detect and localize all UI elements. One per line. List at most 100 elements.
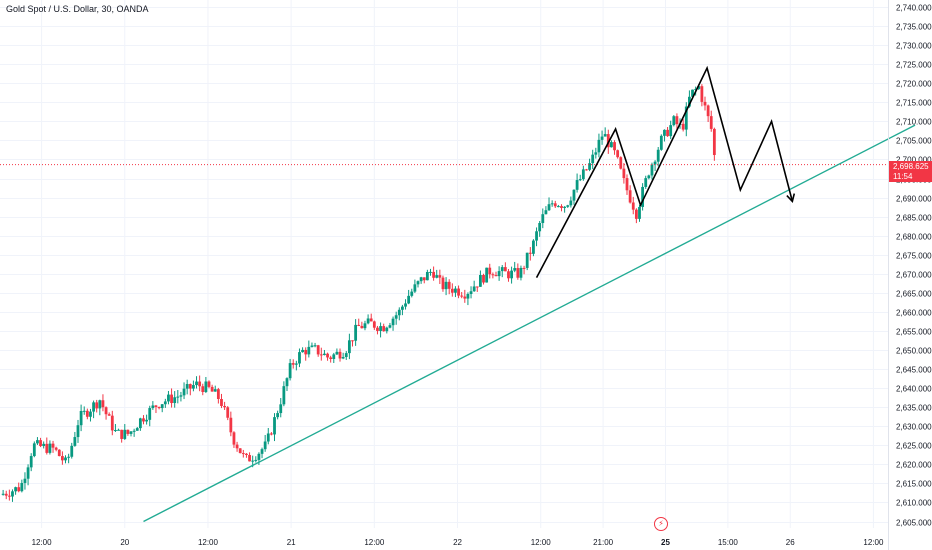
candle-body: [391, 318, 395, 326]
candle-body: [357, 324, 361, 326]
candle-body: [341, 357, 345, 359]
candles: [1, 84, 716, 502]
candle-body: [67, 456, 71, 458]
candle-body: [366, 318, 370, 324]
time-tick-label: 21:00: [593, 538, 614, 547]
candle-body: [335, 351, 339, 355]
candle-body: [254, 459, 258, 461]
candle-body: [285, 378, 289, 387]
candle-body: [369, 318, 373, 322]
price-tick-label: 2,640.000: [896, 385, 932, 394]
candle-body: [528, 252, 532, 254]
candle-body: [706, 105, 710, 117]
candle-body: [304, 349, 308, 355]
candle-body: [407, 295, 411, 304]
candle-body: [257, 453, 261, 460]
candle-body: [684, 106, 688, 130]
candle-body: [547, 204, 551, 211]
candle-body: [188, 384, 192, 389]
price-tick-label: 2,605.000: [896, 519, 932, 528]
candle-body: [401, 306, 404, 310]
candle-body: [4, 493, 8, 496]
candle-body: [329, 357, 333, 360]
candle-body: [7, 495, 11, 497]
candle-body: [332, 354, 336, 360]
candle-body: [235, 444, 239, 449]
candle-body: [313, 345, 317, 347]
candle-body: [89, 411, 92, 417]
candle-body: [26, 467, 30, 479]
arrow-head: [786, 193, 796, 203]
candle-body: [245, 453, 248, 456]
candle-body: [98, 400, 102, 409]
candle-body: [142, 418, 145, 422]
candle-body: [307, 346, 311, 355]
candle-body: [447, 281, 451, 289]
candle-body: [688, 96, 691, 107]
lightning-icon[interactable]: ⚡: [654, 517, 668, 531]
candle-body: [435, 275, 439, 278]
candle-body: [251, 460, 255, 462]
price-axis[interactable]: 2,605.000 2,610.000 2,615.000 2,620.000 2,62…: [896, 4, 932, 528]
candle-body: [73, 437, 77, 446]
candle-body: [410, 291, 414, 296]
candle-body: [170, 394, 173, 404]
candle-body: [475, 286, 479, 288]
price-tick-label: 2,730.000: [896, 42, 932, 51]
candle-body: [691, 89, 694, 97]
candle-body: [603, 134, 607, 137]
drawings[interactable]: [143, 65, 916, 523]
price-tick-label: 2,705.000: [896, 137, 932, 146]
time-axis[interactable]: 12:00 20 12:00 21 12:00 22 12:00 21:00 25 15:00 26…: [32, 538, 884, 547]
candle-body: [488, 267, 492, 275]
candle-body: [204, 381, 208, 392]
candle-body: [23, 478, 27, 483]
price-tick-label: 2,680.000: [896, 233, 932, 242]
candle-body: [491, 274, 495, 276]
candle-body: [460, 295, 464, 297]
price-tick-label: 2,635.000: [896, 404, 932, 413]
candle-body: [379, 326, 382, 331]
candle-body: [472, 286, 476, 292]
candle-body: [429, 271, 432, 273]
candle-body: [516, 268, 520, 278]
candle-body: [160, 404, 164, 409]
candle-body: [210, 386, 214, 392]
candle-body: [238, 448, 242, 454]
candle-body: [578, 179, 582, 181]
candle-body: [606, 134, 610, 148]
price-tick-label: 2,715.000: [896, 99, 932, 108]
candle-body: [638, 206, 641, 219]
candle-body: [273, 417, 276, 435]
candle-body: [675, 116, 679, 125]
price-tick-label: 2,625.000: [896, 442, 932, 451]
candle-body: [70, 445, 74, 457]
candle-body: [666, 129, 669, 137]
candle-body: [485, 267, 489, 283]
candle-body: [316, 345, 320, 355]
candle-body: [192, 385, 195, 389]
candle-body: [532, 240, 535, 254]
candle-body: [110, 415, 114, 431]
candle-body: [338, 351, 342, 359]
candle-body: [610, 142, 613, 148]
candle-body: [394, 315, 398, 319]
candle-body: [709, 116, 713, 129]
candle-body: [266, 433, 270, 442]
candle-body: [469, 291, 473, 295]
last-price-value: 2,698.625: [893, 162, 929, 171]
candle-body: [513, 268, 517, 271]
candle-body: [294, 363, 298, 365]
candle-body: [151, 405, 155, 409]
candle-body: [232, 432, 236, 445]
candle-body: [351, 340, 354, 342]
candle-body: [226, 407, 230, 418]
candle-body: [560, 206, 563, 208]
candle-body: [95, 402, 99, 409]
candle-body: [54, 447, 58, 450]
candle-body: [588, 163, 591, 170]
candle-body: [550, 203, 554, 205]
candle-body: [382, 326, 386, 332]
candle-body: [416, 281, 420, 285]
